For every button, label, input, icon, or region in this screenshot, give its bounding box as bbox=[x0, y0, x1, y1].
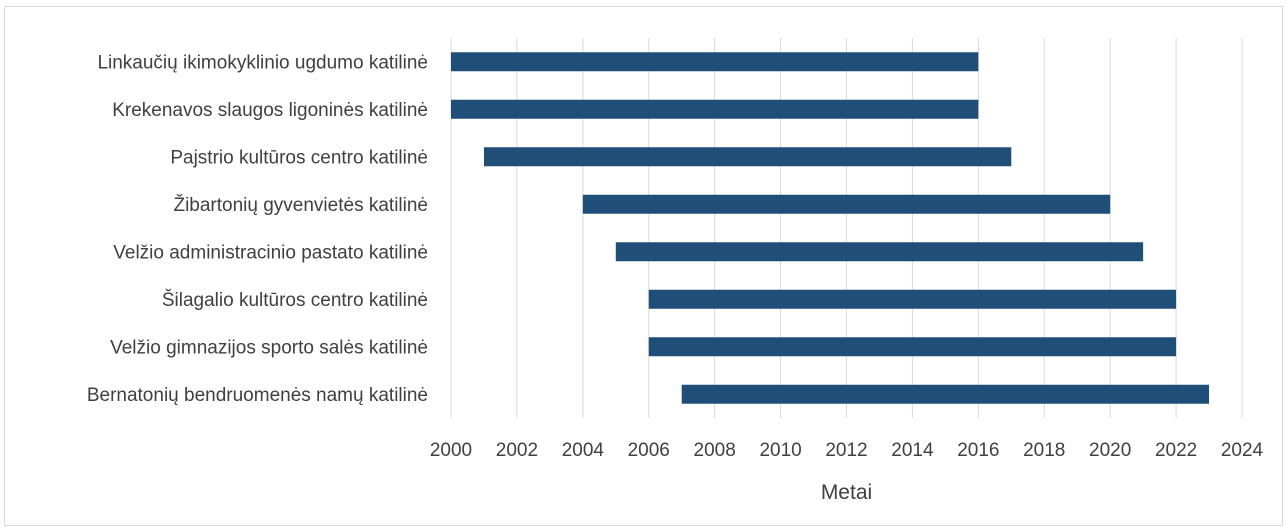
x-tick-label: 2010 bbox=[759, 440, 801, 461]
category-label: Linkaučių ikimokyklinio ugdumo katilinė bbox=[97, 52, 428, 73]
bar bbox=[615, 242, 1144, 262]
category-label: Žibartonių gyvenvietės katilinė bbox=[173, 194, 428, 216]
x-tick-label: 2014 bbox=[891, 440, 934, 461]
x-axis-title: Metai bbox=[821, 481, 872, 504]
bar bbox=[648, 337, 1177, 357]
bar bbox=[582, 194, 1111, 214]
x-tick-labels: 2000 2002 2004 2006 2008 2010 2012 2014 2016 2018… bbox=[430, 440, 1264, 461]
category-label: Velžio gimnazijos sporto salės katilinė bbox=[110, 337, 428, 358]
x-tick-label: 2012 bbox=[825, 440, 867, 461]
x-tick-label: 2022 bbox=[1155, 440, 1197, 461]
chart-frame bbox=[4, 6, 1283, 526]
category-label: Krekenavos slaugos ligoninės katilinė bbox=[112, 100, 428, 121]
bar bbox=[451, 99, 979, 119]
x-tick-label: 2018 bbox=[1023, 440, 1065, 461]
x-tick-label: 2008 bbox=[694, 440, 736, 461]
category-labels: Linkaučių ikimokyklinio ugdumo katilinė K… bbox=[87, 52, 428, 406]
gridlines bbox=[450, 38, 1243, 418]
category-label: Bernatonių bendruomenės namų katilinė bbox=[87, 385, 428, 406]
x-tick-label: 2004 bbox=[562, 440, 605, 461]
x-tick-label: 2002 bbox=[496, 440, 538, 461]
bars bbox=[451, 52, 1210, 404]
x-tick-label: 2000 bbox=[430, 440, 472, 461]
category-label: Šilagalio kultūros centro katilinė bbox=[162, 289, 428, 311]
category-label: Velžio administracinio pastato katilinė bbox=[113, 242, 428, 263]
bar bbox=[451, 52, 979, 72]
category-label: Pajstrio kultūros centro katilinė bbox=[170, 147, 428, 168]
bar bbox=[681, 384, 1210, 404]
bar bbox=[648, 289, 1177, 309]
bar bbox=[483, 147, 1012, 167]
x-tick-label: 2016 bbox=[957, 440, 999, 461]
x-tick-label: 2020 bbox=[1089, 440, 1131, 461]
x-tick-label: 2024 bbox=[1221, 440, 1264, 461]
x-tick-label: 2006 bbox=[628, 440, 670, 461]
